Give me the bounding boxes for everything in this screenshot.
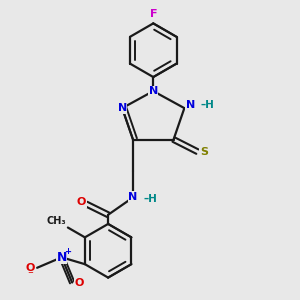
Text: –H: –H [143, 194, 157, 204]
Text: N: N [118, 103, 127, 113]
Text: ⁻: ⁻ [27, 270, 33, 280]
Text: N: N [128, 192, 138, 202]
Text: O: O [75, 278, 84, 287]
Text: F: F [149, 9, 157, 19]
Text: CH₃: CH₃ [46, 216, 66, 226]
Text: N: N [186, 100, 195, 110]
Text: N: N [148, 86, 158, 96]
Text: O: O [25, 263, 34, 273]
Text: –H: –H [201, 100, 214, 110]
Text: S: S [200, 147, 208, 157]
Text: O: O [76, 197, 86, 207]
Text: +: + [64, 247, 71, 256]
Text: N: N [56, 251, 67, 264]
